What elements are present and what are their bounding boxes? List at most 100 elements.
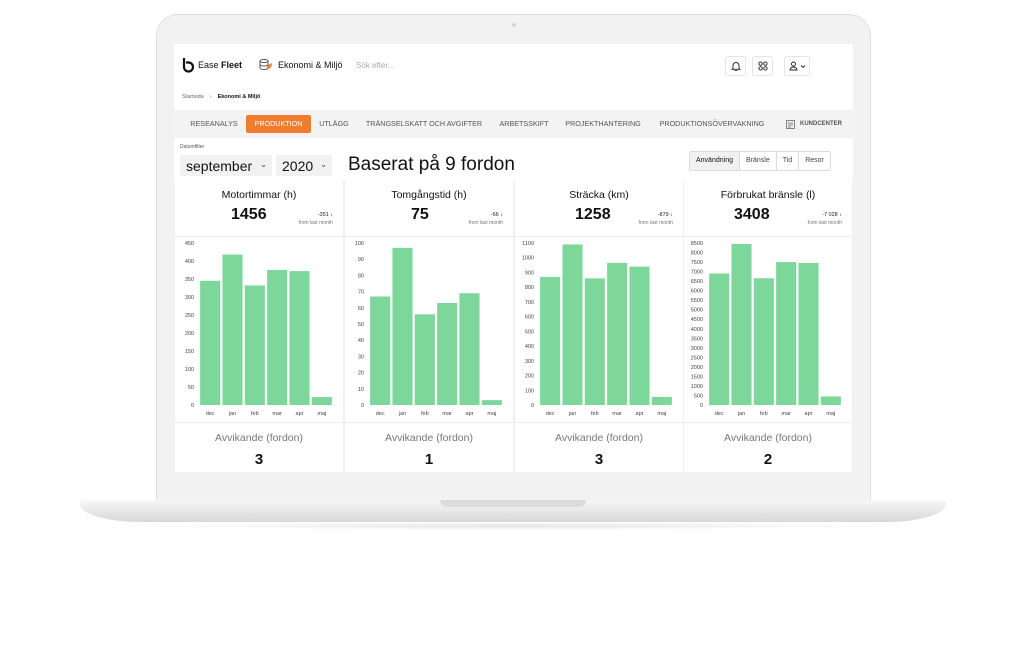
laptop-notch <box>440 500 586 507</box>
tab-reseanalys[interactable]: RESEANALYS <box>190 119 238 128</box>
bar[interactable] <box>481 400 502 405</box>
bar[interactable] <box>753 278 774 405</box>
card-title: Förbrukat bränsle (l) <box>720 189 816 201</box>
laptop-base <box>80 500 946 522</box>
kpi-card: Motortimmar (h) 1456 -351 ↓ from last mon… <box>175 181 343 472</box>
bar[interactable] <box>651 396 672 405</box>
y-tick-label: 60 <box>358 306 364 312</box>
y-tick-label: 8000 <box>691 251 703 257</box>
bar[interactable] <box>267 270 288 405</box>
x-tick-label: mar <box>781 411 791 417</box>
tab-produktion[interactable]: PRODUKTION <box>246 115 311 133</box>
segment-bransle[interactable]: Bränsle <box>739 152 777 170</box>
y-tick-label: 6500 <box>691 279 703 285</box>
tab-trangselskatt[interactable]: TRÄNGSELSKATT OCH AVGIFTER <box>365 119 483 128</box>
bar[interactable] <box>776 262 797 405</box>
divider <box>515 236 683 237</box>
x-tick-label: mar <box>612 411 622 417</box>
bar[interactable] <box>222 254 243 405</box>
tab-produktionsovervakning[interactable]: PRODUKTIONSÖVERVAKNING <box>659 119 765 128</box>
bar[interactable] <box>731 243 752 405</box>
breadcrumb: Startsida › Ekonomi & Miljö <box>182 94 260 100</box>
y-tick-label: 7000 <box>691 270 703 276</box>
kpi-card: Tomgångstid (h) 75 -66 ↓ from last month … <box>345 181 513 472</box>
main-nav: RESEANALYS PRODUKTION UTLÄGG TRÄNGSELSKA… <box>174 110 853 138</box>
x-tick-label: dec <box>546 411 555 417</box>
x-tick-label: jan <box>737 411 745 417</box>
y-tick-label: 100 <box>185 367 194 373</box>
card-value: 3408 <box>734 206 770 223</box>
bar[interactable] <box>709 273 730 405</box>
tab-arbetsskift[interactable]: ARBETSSKIFT <box>499 119 549 128</box>
month-select[interactable]: september ⌄ <box>180 155 272 176</box>
kpi-card: Förbrukat bränsle (l) 3408 -7 028 ↓ from … <box>684 181 852 472</box>
divider <box>345 236 513 237</box>
y-tick-label: 4000 <box>691 327 703 333</box>
x-tick-label: feb <box>251 411 259 417</box>
bar[interactable] <box>244 285 265 405</box>
bar[interactable] <box>437 302 458 405</box>
x-tick-label: maj <box>657 411 666 417</box>
search-input[interactable] <box>356 57 556 73</box>
y-tick-label: 4500 <box>691 317 703 323</box>
kundcenter-label: KUNDCENTER <box>800 121 842 127</box>
x-tick-label: maj <box>487 411 496 417</box>
bar-chart: 0 50 100 150 200 250 300 350 400 450 dec jan feb mar a… <box>185 241 332 417</box>
laptop-camera <box>512 23 516 27</box>
deviating-label: Avvikande (fordon) <box>385 432 473 444</box>
x-tick-label: feb <box>760 411 768 417</box>
tab-projekthantering[interactable]: PROJEKTHANTERING <box>565 119 641 128</box>
module-selector[interactable]: Ekonomi & Miljö <box>259 57 343 72</box>
bar[interactable] <box>200 280 221 405</box>
bar[interactable] <box>562 244 583 405</box>
y-tick-label: 1500 <box>691 374 703 380</box>
y-tick-label: 50 <box>188 385 194 391</box>
card-title: Motortimmar (h) <box>221 189 297 201</box>
y-tick-label: 150 <box>185 349 194 355</box>
y-tick-label: 350 <box>185 277 194 283</box>
bar[interactable] <box>629 266 650 405</box>
x-tick-label: maj <box>317 411 326 417</box>
x-tick-label: dec <box>376 411 385 417</box>
x-tick-label: apr <box>296 411 304 417</box>
card-delta: -879 ↓ from last month <box>639 211 673 227</box>
tab-utlagg[interactable]: UTLÄGG <box>319 119 349 128</box>
user-menu-button[interactable] <box>784 56 810 76</box>
module-name: Ekonomi & Miljö <box>278 59 343 70</box>
divider <box>175 422 343 423</box>
segment-anvandning[interactable]: Användning <box>690 152 740 170</box>
bar[interactable] <box>584 278 605 405</box>
page-title: Baserat på 9 fordon <box>348 154 515 175</box>
segment-resor[interactable]: Resor <box>799 152 830 170</box>
bar[interactable] <box>289 271 310 405</box>
bar[interactable] <box>311 397 332 405</box>
delta-value: -879 ↓ <box>657 212 673 218</box>
kpi-cards: Motortimmar (h) 1456 -351 ↓ from last mon… <box>174 181 853 472</box>
y-tick-label: 20 <box>358 371 364 377</box>
x-tick-label: mar <box>272 411 282 417</box>
bar[interactable] <box>820 396 841 405</box>
deviating-label: Avvikande (fordon) <box>555 432 643 444</box>
apps-grid-icon <box>757 61 768 71</box>
y-tick-label: 10 <box>358 387 364 393</box>
kundcenter-link[interactable]: KUNDCENTER <box>786 115 842 133</box>
y-tick-label: 450 <box>185 241 194 247</box>
bar[interactable] <box>459 293 480 405</box>
apps-button[interactable] <box>752 56 773 76</box>
deviating-value: 2 <box>763 451 773 468</box>
segment-tid[interactable]: Tid <box>776 152 800 170</box>
bar[interactable] <box>540 276 561 405</box>
app-logo[interactable]: Ease Fleet <box>182 57 242 73</box>
notifications-button[interactable] <box>725 56 746 76</box>
breadcrumb-home[interactable]: Startsida <box>182 94 204 100</box>
deviating-label: Avvikande (fordon) <box>724 432 812 444</box>
bar[interactable] <box>414 314 435 405</box>
year-select[interactable]: 2020 ⌄ <box>276 155 332 176</box>
bar[interactable] <box>392 247 413 405</box>
bar[interactable] <box>607 262 628 405</box>
bar[interactable] <box>798 263 819 405</box>
y-tick-label: 300 <box>525 359 534 365</box>
y-tick-label: 200 <box>525 374 534 380</box>
bar[interactable] <box>370 296 391 405</box>
logo-text: Ease Fleet <box>198 60 243 70</box>
